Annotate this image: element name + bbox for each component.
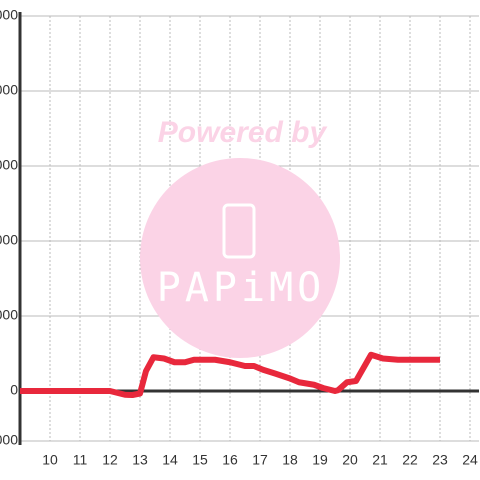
- x-tick-label: 22: [402, 452, 418, 468]
- x-tick-label: 20: [342, 452, 358, 468]
- x-tick-label: 10: [42, 452, 58, 468]
- x-tick-label: 15: [192, 452, 208, 468]
- x-tick-label: 19: [312, 452, 328, 468]
- y-tick-label: 0: [10, 382, 18, 398]
- data-line: [20, 351, 440, 398]
- watermark-brand: PAPiMO: [157, 265, 326, 311]
- x-tick-label: 14: [162, 452, 178, 468]
- y-tick-label: 30,000: [0, 307, 18, 323]
- watermark-title: Powered by: [158, 116, 328, 149]
- x-tick-label: 24: [462, 452, 478, 468]
- y-tick-label: -20,000: [0, 432, 18, 448]
- x-tick-label: 21: [372, 452, 388, 468]
- watermark-phone: [222, 203, 256, 259]
- x-tick-label: 18: [282, 452, 298, 468]
- y-tick-label: 120,000: [0, 82, 18, 98]
- x-tick-label: 23: [432, 452, 448, 468]
- x-tick-label: 11: [73, 452, 88, 468]
- x-tick-label: 16: [222, 452, 238, 468]
- y-tick-label: 90,000: [0, 157, 18, 173]
- y-tick-label: 150,000: [0, 7, 18, 23]
- x-tick-label: 17: [252, 452, 268, 468]
- x-tick-label: 12: [102, 452, 118, 468]
- y-tick-label: 60,000: [0, 232, 18, 248]
- x-tick-label: 13: [132, 452, 148, 468]
